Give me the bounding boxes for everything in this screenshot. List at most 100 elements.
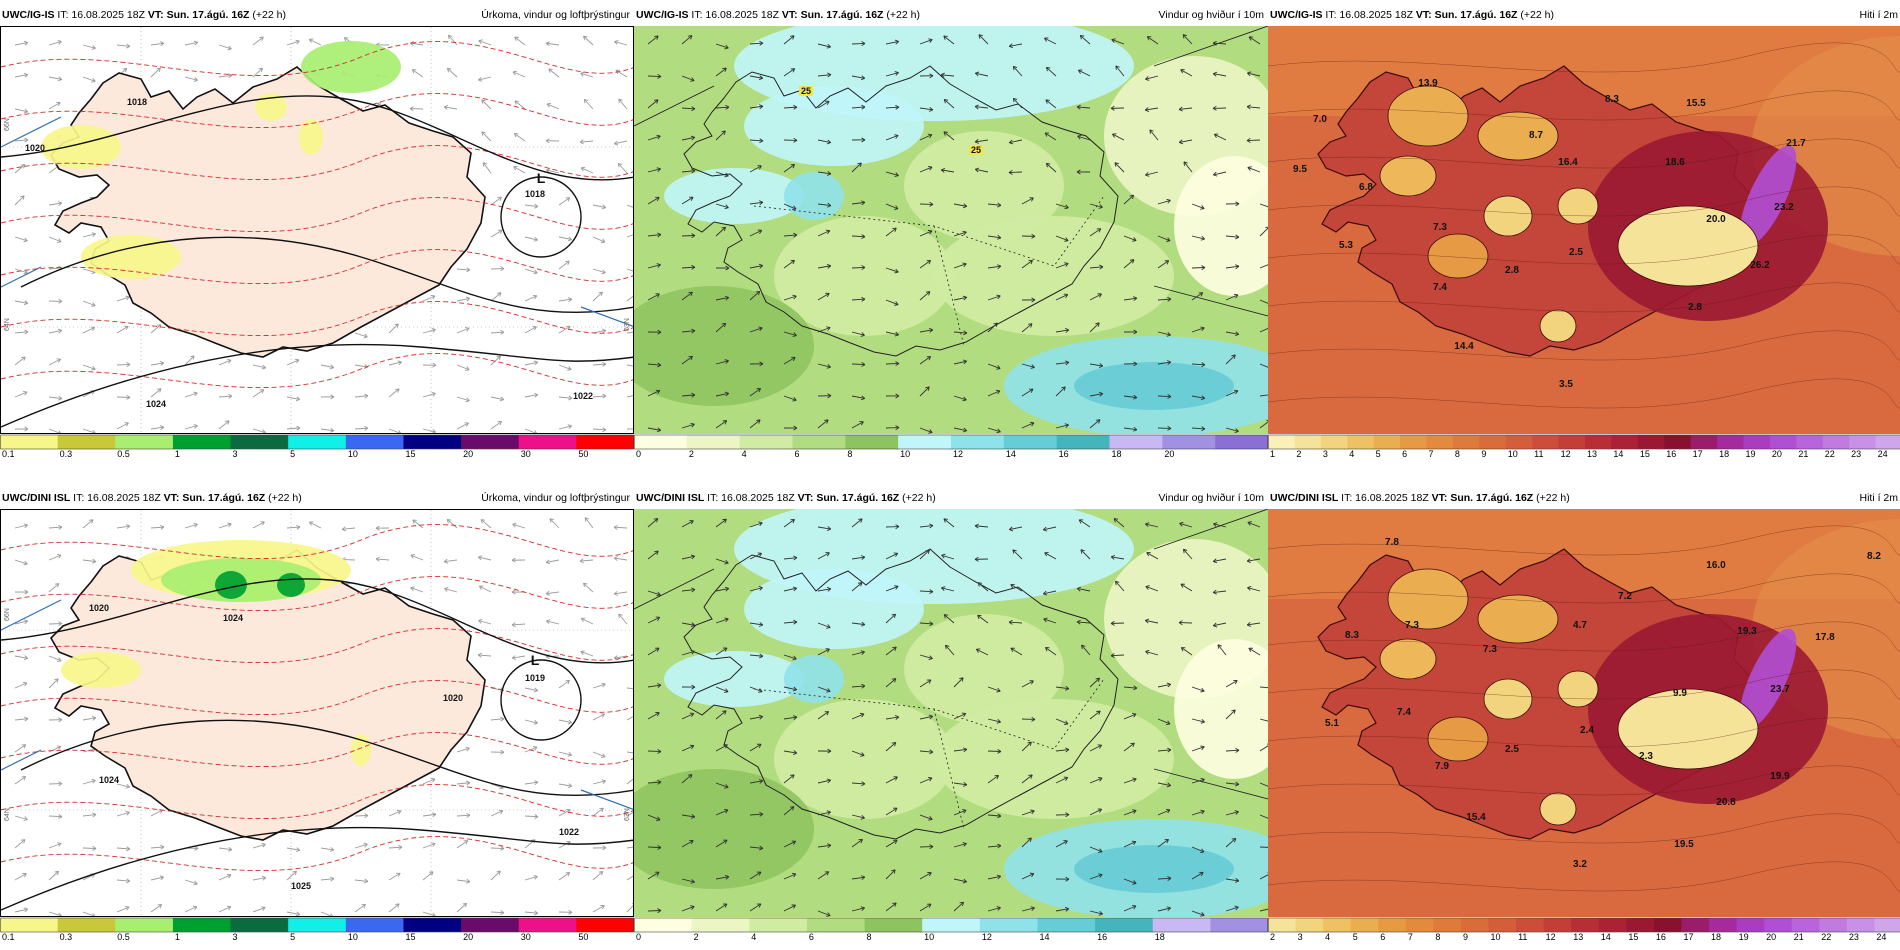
colorbar-tick: 12 xyxy=(1561,449,1571,458)
valid-time: Sun. 17.ágú. 16Z xyxy=(166,9,250,21)
colorbar-tick: 8 xyxy=(847,449,852,458)
colorbar-tick: 20 xyxy=(463,449,473,458)
valid-time: Sun. 17.ágú. 16Z xyxy=(1450,492,1534,504)
temperature-value: 5.1 xyxy=(1325,718,1339,729)
colorbar-tick: 9 xyxy=(1463,932,1468,941)
colorbar-swatch xyxy=(1210,918,1268,932)
colorbar-swatch xyxy=(1769,435,1797,449)
colorbar-tick: 15 xyxy=(1640,449,1650,458)
panel-title: Hiti í 2m xyxy=(1859,492,1898,504)
colorbar-tick: 18 xyxy=(1112,449,1122,458)
panel-title: Vindur og hviður í 10m xyxy=(1158,9,1264,21)
colorbar-tick: 3 xyxy=(1298,932,1303,941)
temperature-value: 19.3 xyxy=(1737,626,1757,637)
colorbar-tick: 8 xyxy=(1455,449,1460,458)
colorbar-tick: 15 xyxy=(405,932,415,941)
colorbar-tick: 12 xyxy=(1546,932,1556,941)
colorbar-swatch xyxy=(1736,918,1765,932)
init-time: IT: 16.08.2025 18Z xyxy=(707,492,795,504)
temp-map[interactable]: 7.8 16.0 8.2 8.3 7.3 7.2 4.7 19.3 17.8 7.3 7.4 9.9 2… xyxy=(1268,509,1900,917)
latitude-label: 66N xyxy=(4,118,11,131)
colorbar-swatch xyxy=(1162,435,1216,449)
temperature-value: 5.3 xyxy=(1339,240,1353,251)
colorbar-swatch xyxy=(1796,435,1824,449)
isobar-label: 1019 xyxy=(525,673,545,683)
colorbar-tick: 20 xyxy=(1164,449,1174,458)
precip-map[interactable]: 1020 1019 L 1020 1024 1024 1025 1022 66N 64N 63N xyxy=(0,509,634,917)
panel-title: Úrkoma, vindur og loftþrýstingur xyxy=(481,492,630,504)
colorbar-swatch xyxy=(898,435,952,449)
init-time: IT: 16.08.2025 18Z xyxy=(73,492,161,504)
panel-title: Hiti í 2m xyxy=(1859,9,1898,21)
colorbar-tick: 2 xyxy=(1296,449,1301,458)
colorbar-swatch xyxy=(230,435,289,449)
panel-header: UWC/IG-IS IT: 16.08.2025 18Z VT: Sun. 17… xyxy=(0,4,634,26)
temperature-value: 20.8 xyxy=(1716,797,1736,808)
colorbar-tick: 22 xyxy=(1825,449,1835,458)
colorbar-tick: 22 xyxy=(1821,932,1831,941)
colorbar-tick: 17 xyxy=(1693,449,1703,458)
latitude-label: 64N xyxy=(4,318,11,331)
colorbar-swatch xyxy=(1532,435,1560,449)
temperature-value: 18.6 xyxy=(1665,157,1685,168)
colorbar-swatch xyxy=(1294,435,1322,449)
temperature-value: 7.0 xyxy=(1313,114,1327,125)
wind-map[interactable]: 25 25 xyxy=(634,26,1268,434)
latitude-label: 66N xyxy=(4,608,11,621)
colorbar-swatch xyxy=(1488,918,1517,932)
lead-time: (+22 h) xyxy=(1520,9,1554,21)
temperature-value: 17.8 xyxy=(1815,632,1835,643)
colorbar-swatch xyxy=(864,918,923,932)
colorbar-tick: 20 xyxy=(463,932,473,941)
temperature-value: 7.3 xyxy=(1433,222,1447,233)
colorbar-tick: 5 xyxy=(290,932,295,941)
colorbar-swatch xyxy=(1681,918,1710,932)
colorbar-swatch xyxy=(979,918,1038,932)
temperature-value: 16.0 xyxy=(1706,560,1726,571)
valid-time: Sun. 17.ágú. 16Z xyxy=(1434,9,1518,21)
colorbar-swatch xyxy=(1426,435,1454,449)
colorbar-tick: 0 xyxy=(636,932,641,941)
temperature-value: 8.2 xyxy=(1867,551,1881,562)
temp-map[interactable]: 13.9 7.0 8.7 8.3 15.5 21.7 9.5 6.8 16.4 18.6 20.0 2… xyxy=(1268,26,1900,434)
precip-map[interactable]: 1018 1020 1018 L 1024 1022 66N 64N 63N xyxy=(0,26,634,434)
temperature-value: 2.3 xyxy=(1639,751,1653,762)
colorbar-tick: 14 xyxy=(1039,932,1049,941)
temperature-value: 26.2 xyxy=(1750,260,1770,271)
panel-0-wind: UWC/IG-IS IT: 16.08.2025 18Z VT: Sun. 17… xyxy=(634,4,1268,458)
colorbar-swatch xyxy=(845,435,899,449)
colorbar-swatch xyxy=(0,918,59,932)
colorbar-tick: 30 xyxy=(521,449,531,458)
colorbar-swatch xyxy=(345,918,404,932)
temperature-value: 15.4 xyxy=(1466,812,1486,823)
colorbar-scale: 0.1 0.3 0.5 1 3 5 10 15 20 30 50 xyxy=(0,434,634,458)
colorbar-tick: 2 xyxy=(689,449,694,458)
temperature-value: 3.2 xyxy=(1573,859,1587,870)
colorbar-swatch xyxy=(1637,435,1665,449)
isobar-label: 1024 xyxy=(146,399,166,409)
panel-header: UWC/DINI ISL IT: 16.08.2025 18Z VT: Sun.… xyxy=(1268,487,1900,509)
colorbar-tick: 6 xyxy=(1402,449,1407,458)
wind-map[interactable] xyxy=(634,509,1268,917)
colorbar-swatch xyxy=(1543,918,1572,932)
model-name: UWC/DINI ISL xyxy=(2,492,71,504)
colorbar-tick: 0.1 xyxy=(2,932,15,941)
colorbar-swatch xyxy=(115,918,174,932)
colorbar-swatch xyxy=(1709,918,1738,932)
colorbar-scale: 2 3 4 5 6 7 8 9 10 11 12 13 14 15 16 17 18 19 20 21 22 23 24 xyxy=(1268,917,1900,941)
colorbar-scale: 0.1 0.3 0.5 1 3 5 10 15 20 30 50 xyxy=(0,917,634,941)
precip-map-canvas: 1020 1019 L 1020 1024 1024 1025 1022 66N 64N 63N xyxy=(1,510,633,916)
colorbar-swatch xyxy=(1378,918,1407,932)
colorbar-swatch xyxy=(1764,918,1793,932)
colorbar-swatch xyxy=(691,918,750,932)
colorbar-tick: 50 xyxy=(578,449,588,458)
temperature-value: 14.4 xyxy=(1454,341,1474,352)
colorbar-tick: 13 xyxy=(1573,932,1583,941)
colorbar-tick: 5 xyxy=(1353,932,1358,941)
colorbar-swatch xyxy=(518,918,577,932)
colorbar-tick: 12 xyxy=(953,449,963,458)
colorbar-tick: 0.5 xyxy=(117,932,130,941)
colorbar-tick: 15 xyxy=(405,449,415,458)
precip-colorbar: 0.1 0.3 0.5 1 3 5 10 15 20 30 50 xyxy=(0,434,634,458)
colorbar-swatch xyxy=(1350,918,1379,932)
